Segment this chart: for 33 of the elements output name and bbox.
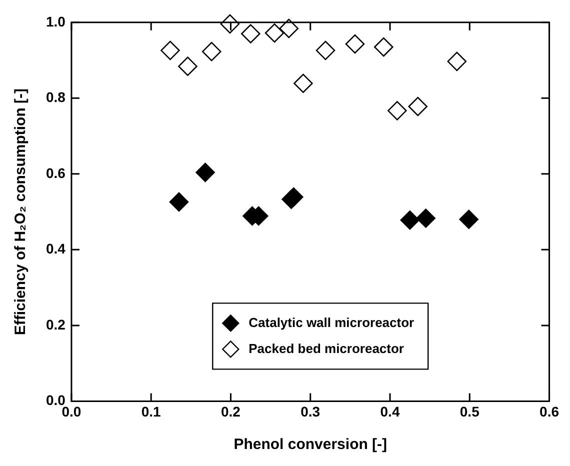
point	[169, 192, 189, 212]
point	[459, 210, 478, 230]
point	[408, 96, 428, 116]
point	[316, 40, 336, 60]
x-tick-label: 0.2	[220, 403, 241, 420]
point	[202, 42, 222, 62]
point	[447, 52, 467, 72]
y-tick-label: 1.0	[46, 13, 66, 30]
x-tick-label: 0.3	[300, 403, 320, 420]
point	[264, 23, 284, 43]
point	[388, 101, 407, 120]
y-tick-label: 0.2	[46, 316, 66, 332]
y-tick-label: 0.8	[46, 89, 66, 106]
point	[400, 210, 420, 230]
point	[160, 40, 180, 60]
x-tick-label: 0.5	[460, 403, 480, 420]
point	[196, 162, 215, 182]
legend-label: Catalytic wall microreactor	[248, 314, 414, 330]
y-axis-title: Efficiency of H₂O₂ consumption [-]	[12, 88, 30, 336]
y-tick-label: 0.4	[46, 240, 66, 257]
point	[178, 56, 198, 76]
point	[240, 24, 260, 44]
x-tick-label: 0.4	[380, 403, 400, 420]
point	[294, 74, 313, 94]
point	[416, 208, 436, 228]
x-tick-label: 0.1	[141, 403, 162, 420]
legend-label: Packed bed microreactor	[248, 340, 404, 356]
point	[279, 18, 299, 38]
x-axis-title: Phenol conversion [-]	[234, 436, 388, 454]
y-tick-label: 0.6	[46, 164, 66, 181]
point	[345, 34, 365, 54]
point	[374, 37, 394, 57]
x-tick-label: 0.6	[540, 403, 560, 420]
